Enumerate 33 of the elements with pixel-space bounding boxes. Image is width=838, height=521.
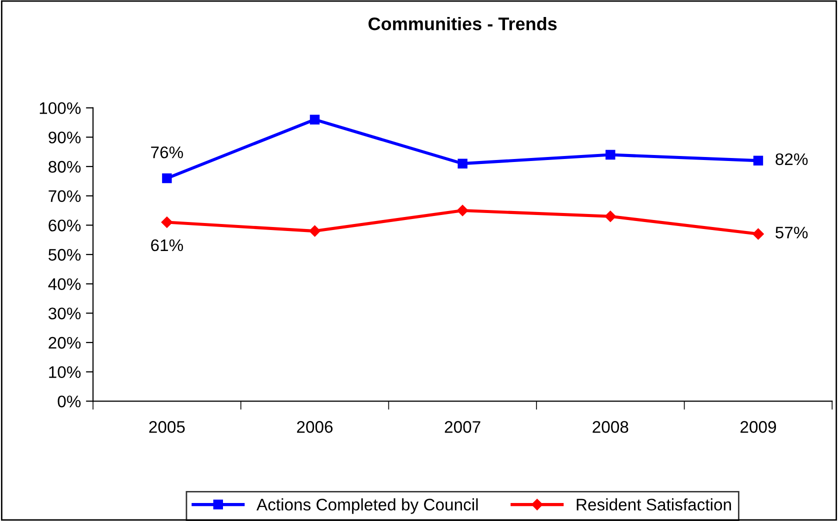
chart-title: Communities - Trends (368, 16, 557, 30)
point (162, 173, 172, 184)
point (456, 204, 468, 216)
legend-label: Resident Satisfaction (576, 498, 731, 511)
y-tick-label: 30% (48, 308, 81, 320)
data-label: 82% (776, 153, 808, 166)
data-label: 57% (776, 226, 808, 238)
x-tick-label: 2005 (149, 421, 185, 433)
y-tick-label: 90% (48, 132, 81, 144)
y-tick-label: 70% (48, 190, 81, 202)
y-tick-label: 50% (48, 248, 81, 261)
y-tick-label: 40% (48, 278, 81, 290)
y-tick-label: 0% (58, 396, 81, 408)
point (752, 228, 764, 240)
x-tick-label: 2006 (297, 421, 333, 433)
y-tick-label: 80% (48, 160, 81, 173)
y-tick-label: 60% (48, 220, 81, 232)
x-tick-label: 2008 (592, 421, 628, 433)
point (753, 156, 764, 166)
x-tick-label: 2007 (444, 421, 480, 433)
y-tick-label: 20% (48, 336, 81, 349)
legend-label: Actions Completed by Council (256, 498, 478, 514)
data-label: 76% (151, 146, 184, 158)
point (606, 150, 616, 160)
data-label: 61% (151, 239, 184, 252)
y-tick-label: 10% (49, 366, 81, 378)
y-tick-label: 100% (40, 102, 81, 114)
point (458, 158, 468, 168)
x-tick-label: 2009 (740, 421, 776, 433)
point (161, 216, 173, 228)
point (309, 225, 320, 237)
point (604, 210, 616, 222)
point (310, 114, 320, 124)
